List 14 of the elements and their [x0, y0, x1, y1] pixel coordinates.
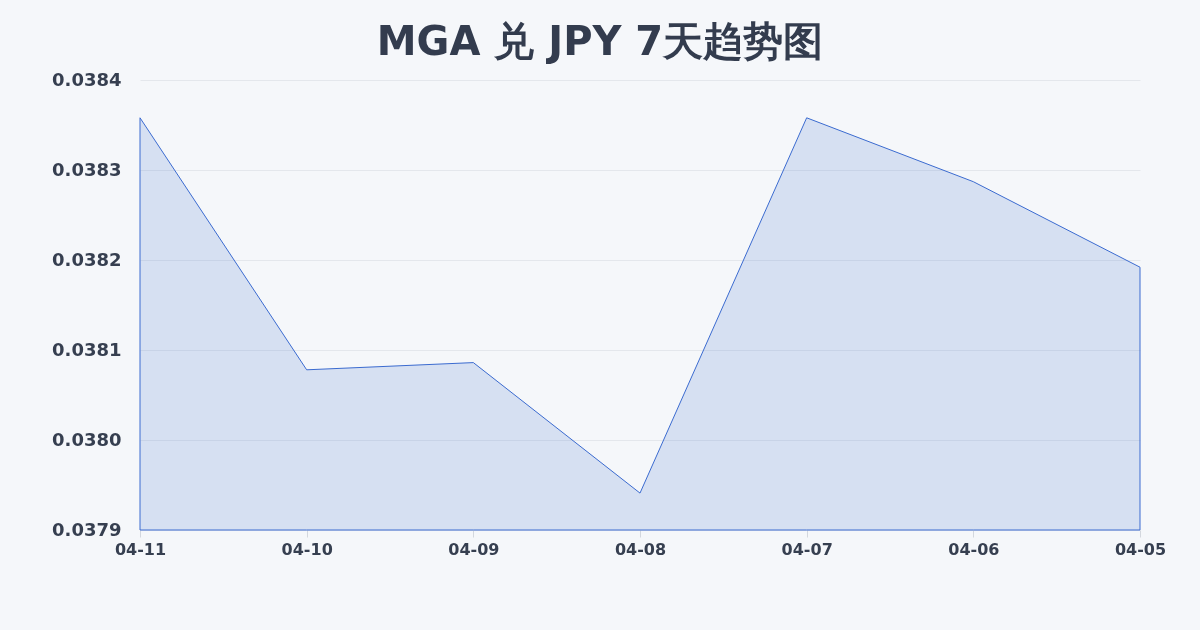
y-tick-label: 0.0384	[52, 68, 122, 90]
y-tick-label: 0.0379	[52, 518, 122, 540]
x-tick-label: 04-05	[1114, 539, 1167, 559]
x-tick-label: 04-06	[948, 539, 1000, 559]
chart-title: MGA 兑 JPY 7天趋势图	[376, 18, 824, 64]
y-tick-label: 0.0380	[52, 428, 122, 450]
x-tick-label: 04-11	[114, 539, 167, 559]
y-tick-label: 0.0382	[52, 248, 122, 270]
y-tick-label: 0.0383	[52, 158, 122, 180]
y-tick-label: 0.0381	[52, 338, 122, 360]
x-tick-label: 04-10	[281, 539, 333, 559]
x-tick-label: 04-09	[448, 539, 500, 559]
x-tick-label: 04-08	[614, 539, 667, 559]
x-tick-label: 04-07	[781, 539, 833, 559]
